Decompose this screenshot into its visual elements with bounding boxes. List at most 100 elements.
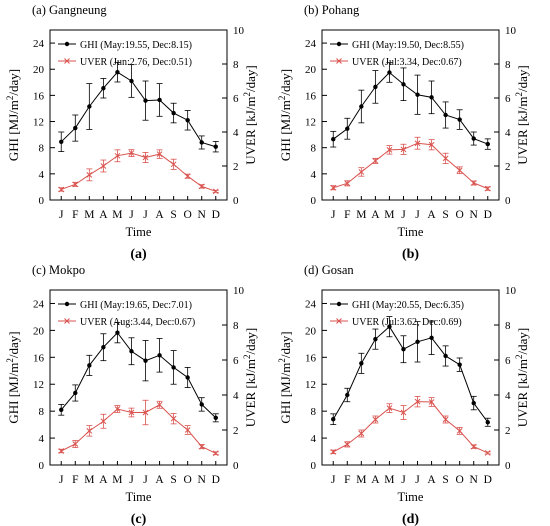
data-point <box>456 428 463 434</box>
y-tick-label: 4 <box>311 433 317 445</box>
panel-title: (a) Gangneung <box>32 3 107 17</box>
data-point <box>345 126 350 131</box>
x-axis-label: Time <box>398 225 424 239</box>
data-point <box>400 146 407 153</box>
data-point <box>115 330 120 335</box>
data-point <box>156 151 163 157</box>
legend-marker <box>64 318 70 324</box>
data-point <box>59 139 64 145</box>
y-tick-label: 4 <box>39 169 45 181</box>
series-line <box>61 152 216 192</box>
data-point <box>401 82 406 87</box>
data-point <box>414 140 421 147</box>
data-point <box>171 110 176 116</box>
data-point <box>212 450 219 457</box>
data-point <box>359 361 364 366</box>
x-tick-label: J <box>331 474 336 486</box>
data-point <box>101 345 106 350</box>
data-point <box>442 155 449 162</box>
legend-label: UVER (Jul:3.62, Dec:0.69) <box>352 317 462 328</box>
y-tick-label: 0 <box>39 195 45 207</box>
data-point <box>400 409 407 416</box>
y2-tick-label: 4 <box>505 390 511 402</box>
data-point <box>100 418 107 425</box>
data-point <box>170 161 177 168</box>
x-tick-label: J <box>143 474 148 486</box>
uver-series <box>58 399 219 457</box>
data-point <box>429 335 434 340</box>
ghi-series <box>330 62 491 150</box>
y-axis-label-text: GHI [MJ/m2/day] <box>277 69 293 161</box>
ghi-series <box>330 316 491 427</box>
x-tick-label: J <box>401 209 406 221</box>
y-tick-label: 0 <box>311 195 317 207</box>
panel-caption: (d) <box>402 512 419 526</box>
x-tick-label: M <box>384 474 394 486</box>
y2-tick-label: 8 <box>505 59 511 71</box>
data-point <box>470 180 477 186</box>
y-axis-label: GHI [MJ/m2/day] <box>5 331 21 423</box>
y-tick-label: 16 <box>33 90 45 102</box>
x-tick-label: O <box>184 209 192 221</box>
y2-tick-label: 8 <box>505 320 511 332</box>
series-line <box>61 404 216 454</box>
legend-marker <box>336 301 342 307</box>
y2-tick-label: 10 <box>233 285 245 297</box>
data-point <box>185 118 190 123</box>
legend: GHI (May:20.55, Dec:6.35) UVER (Jul:3.62,… <box>330 300 464 328</box>
y-tick-label: 8 <box>311 143 317 155</box>
x-tick-label: D <box>212 209 220 221</box>
data-point <box>73 125 78 131</box>
data-point <box>457 362 462 367</box>
y2-tick-label: 0 <box>233 460 239 472</box>
x-tick-label: A <box>427 474 436 486</box>
x-tick-label: J <box>129 209 134 221</box>
data-point <box>387 324 392 329</box>
x-tick-label: J <box>59 474 64 486</box>
plot-frame <box>321 29 500 201</box>
data-point <box>386 146 393 153</box>
panel-caption: (b) <box>402 247 419 262</box>
panel-caption: (c) <box>131 512 147 526</box>
y2-tick-label: 2 <box>233 425 239 437</box>
x-tick-label: S <box>442 474 448 486</box>
data-point <box>484 450 491 456</box>
y-tick-label: 4 <box>311 169 317 181</box>
data-point <box>386 405 393 411</box>
y2-axis-label-text: UVER [kJ/m2/day] <box>514 328 530 427</box>
data-point <box>373 84 378 90</box>
x-tick-label: A <box>371 474 380 486</box>
data-point <box>213 415 218 421</box>
data-point <box>170 415 177 422</box>
x-tick-label: M <box>356 209 366 221</box>
data-point <box>198 443 205 450</box>
y-tick-label: 0 <box>39 460 45 472</box>
legend-marker <box>336 41 342 47</box>
data-point <box>457 117 462 122</box>
y-tick-label: 12 <box>305 117 316 129</box>
x-tick-label: S <box>442 209 448 221</box>
data-point <box>86 428 93 434</box>
data-point <box>128 150 135 156</box>
data-point <box>358 169 365 175</box>
data-point <box>330 449 337 455</box>
x-tick-label: N <box>470 209 479 221</box>
y-tick-label: 8 <box>311 406 317 418</box>
y-tick-label: 24 <box>33 38 45 50</box>
ghi-series <box>58 322 219 423</box>
series-line <box>333 401 488 454</box>
x-tick-label: A <box>155 209 164 221</box>
data-point <box>185 375 190 380</box>
data-point <box>86 171 93 178</box>
data-point <box>415 92 420 97</box>
y2-tick-label: 8 <box>233 320 239 332</box>
x-tick-label: M <box>84 209 94 221</box>
x-tick-label: J <box>415 474 420 486</box>
y2-tick-label: 6 <box>505 355 511 367</box>
y-tick-label: 8 <box>39 143 45 155</box>
y-tick-label: 12 <box>305 379 316 391</box>
y2-tick-label: 0 <box>505 460 511 472</box>
x-tick-label: F <box>344 209 350 221</box>
